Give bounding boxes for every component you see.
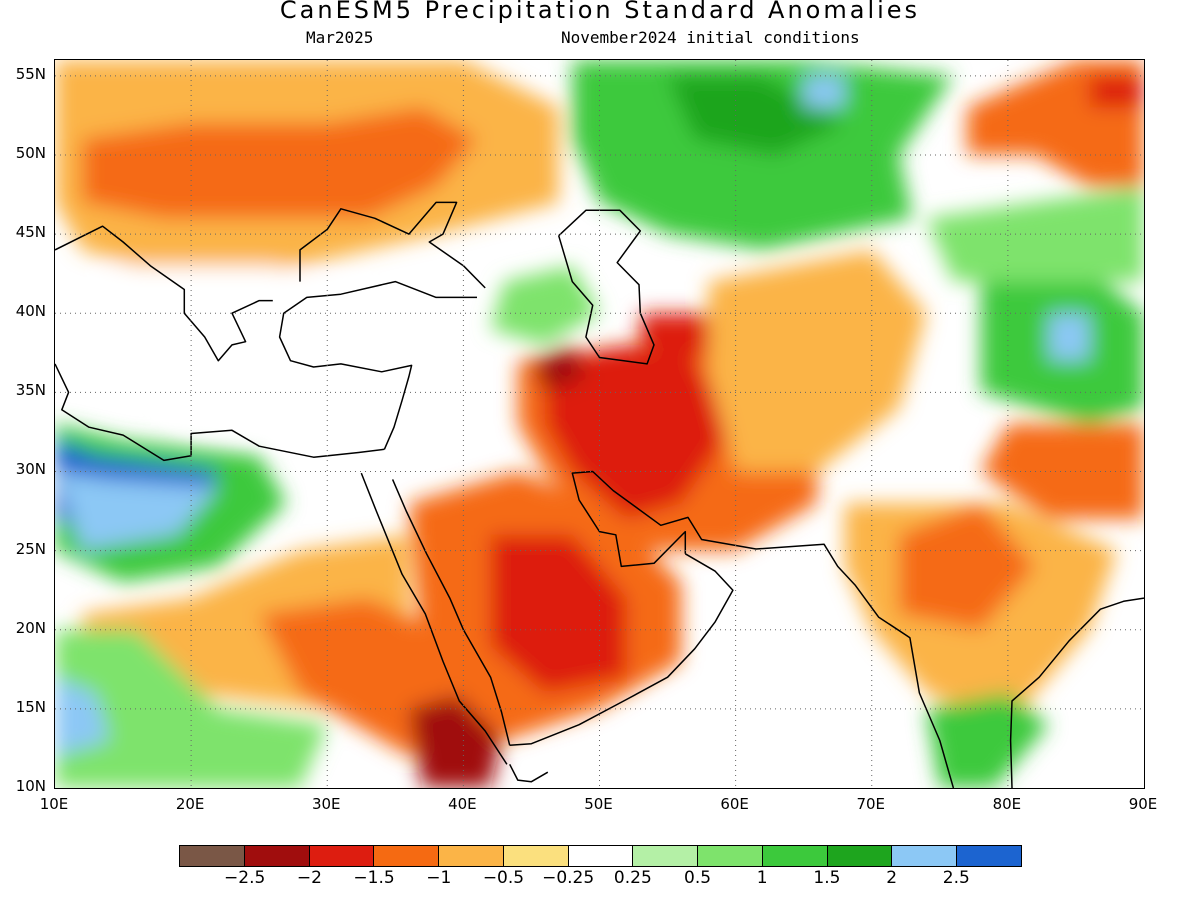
colorbar-tick-label: 2.5	[942, 868, 970, 888]
latitude-tick-label: 40N	[15, 302, 46, 321]
colorbar-tick-label: 2	[886, 868, 898, 888]
longitude-tick-label: 10E	[39, 795, 69, 813]
arabia-red	[490, 534, 627, 693]
colorbar-swatch	[827, 846, 893, 866]
central-asia-darkgreen	[667, 75, 845, 155]
longitude-tick-label: 40E	[448, 795, 477, 813]
colorbar-swatch	[568, 846, 634, 866]
coast-arabia-south	[509, 553, 734, 747]
colorbar-swatch	[892, 846, 958, 866]
latitude-tick-label: 50N	[15, 143, 46, 162]
latitude-tick-label: 15N	[15, 697, 46, 716]
central-asia-blue	[803, 75, 845, 108]
latitude-tick-label: 45N	[15, 223, 46, 242]
central-asia-green	[572, 60, 954, 250]
coast-caspian	[557, 209, 655, 365]
colorbar-swatch	[503, 846, 569, 866]
india-dry	[899, 503, 1036, 630]
longitude-tick-label: 70E	[856, 795, 886, 813]
anomaly-map	[54, 59, 1145, 789]
colorbar-swatch	[309, 846, 375, 866]
iran-darkred	[531, 344, 586, 393]
latitude-tick-label: 20N	[15, 618, 46, 637]
iran-red	[545, 344, 736, 519]
colorbar-tick-label: 1.5	[813, 868, 841, 888]
latitude-tick-label: 30N	[15, 460, 46, 479]
coast-balkans-italy	[55, 225, 273, 362]
colorbar-tick-label: 1	[756, 868, 768, 888]
coast-red-sea-east	[391, 479, 511, 746]
latitude-tick-label: 25N	[15, 539, 46, 558]
coast-india-east	[1009, 597, 1144, 788]
coast-persian-gulf	[571, 470, 955, 788]
colorbar-swatch	[698, 846, 763, 866]
coast-levant-anatolia	[278, 280, 477, 450]
colorbar-swatch	[244, 846, 310, 866]
colorbar-swatch	[180, 846, 245, 866]
chart-title: CanESM5 Precipitation Standard Anomalies	[279, 0, 921, 24]
north-africa-lightblue	[55, 471, 219, 551]
coast-horn	[509, 763, 549, 783]
south-tibet-dry	[980, 424, 1144, 519]
colorbar	[179, 845, 1022, 867]
colorbar-tick-label: 0.5	[684, 868, 712, 888]
colorbar-swatch	[633, 846, 699, 866]
longitude-tick-label: 30E	[311, 795, 341, 813]
latitude-tick-label: 10N	[15, 777, 46, 795]
latitude-tick-label: 55N	[15, 64, 46, 83]
colorbar-swatch	[374, 846, 440, 866]
longitude-tick-label: 20E	[175, 795, 205, 813]
colorbar-tick-label: 0.25	[613, 868, 652, 888]
colorbar-tick-label: −2.5	[224, 868, 266, 888]
longitude-tick-label: 60E	[720, 795, 749, 813]
coast-black-sea	[299, 201, 486, 289]
caucasus-green	[490, 265, 600, 345]
initial-conditions-label: November2024 initial conditions	[561, 28, 860, 47]
tibet-lightblue	[1048, 313, 1090, 361]
mediterranean-white	[109, 265, 409, 440]
valid-month: Mar2025	[306, 28, 374, 47]
europe-dry-core	[82, 107, 477, 219]
map-canvas	[55, 60, 1144, 788]
south-india-green	[926, 693, 1049, 788]
colorbar-swatch	[439, 846, 504, 866]
west-africa-green	[55, 629, 328, 788]
colorbar-tick-label: −0.5	[482, 868, 525, 888]
colorbar-tick-label: −1.5	[353, 868, 395, 888]
colorbar-swatch	[762, 846, 828, 866]
longitude-tick-label: 80E	[992, 795, 1022, 813]
longitude-tick-label: 50E	[584, 795, 613, 813]
colorbar-tick-label: −1	[426, 868, 452, 888]
colorbar-tick-label: −2	[296, 868, 322, 888]
colorbar-tick-label: −0.25	[542, 868, 595, 888]
latitude-tick-label: 35N	[15, 381, 46, 400]
siberia-red	[1089, 75, 1144, 108]
colorbar-swatch	[957, 846, 1021, 866]
afghan-orange	[708, 249, 927, 472]
longitude-tick-label: 90E	[1128, 795, 1158, 813]
west-africa-blue	[55, 677, 110, 757]
coast-red-sea-west	[360, 472, 508, 765]
